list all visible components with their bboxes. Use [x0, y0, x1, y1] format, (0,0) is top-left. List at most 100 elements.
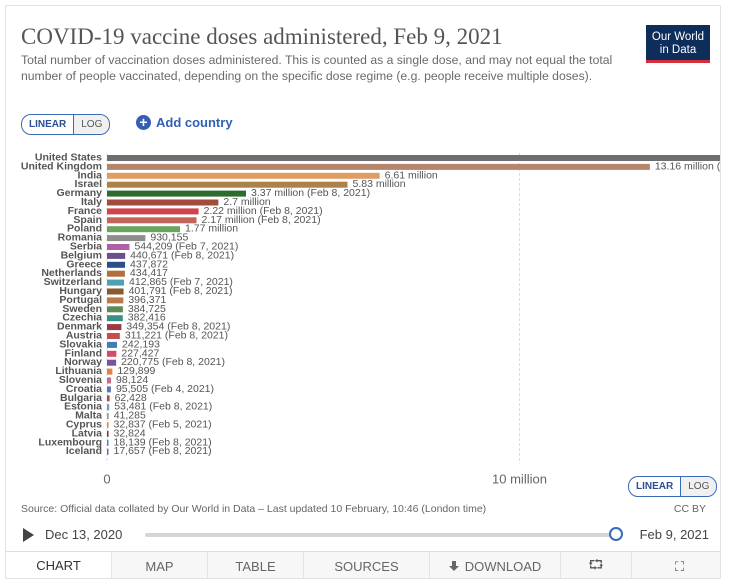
x-tick-label: 10 million [492, 472, 547, 486]
scale-toggle-top[interactable]: LINEAR LOG [21, 114, 111, 135]
category-label: Spain [73, 214, 102, 226]
scale-toggle-bottom[interactable]: LINEAR LOG [628, 476, 718, 497]
value-label: 2.17 million (Feb 8, 2021) [202, 214, 321, 226]
value-label: 440,671 (Feb 8, 2021) [130, 249, 234, 261]
bar [107, 252, 126, 259]
bar [107, 172, 380, 179]
bar [107, 368, 113, 375]
bar [107, 208, 199, 215]
category-label: Slovakia [59, 338, 102, 350]
category-label: Romania [58, 232, 103, 244]
chart-title: COVID-19 vaccine doses administered, Feb… [21, 24, 503, 49]
bar [107, 315, 123, 322]
category-label: United States [35, 152, 102, 164]
license-link[interactable]: CC BY [673, 503, 706, 515]
category-label: Greece [66, 258, 102, 270]
logo-line-1: Our World [651, 31, 705, 43]
category-label: Netherlands [41, 267, 102, 279]
bar [107, 350, 117, 357]
bar [107, 244, 130, 250]
fullscreen-button[interactable]: ⛶ [632, 552, 720, 578]
tab-download[interactable]: DOWNLOAD [430, 552, 561, 578]
value-label: 17,657 (Feb 8, 2021) [114, 445, 212, 457]
value-label: 384,725 [128, 303, 166, 315]
category-label: France [68, 205, 103, 217]
category-label: Luxembourg [38, 436, 102, 448]
category-label: Poland [67, 223, 102, 235]
bar [107, 359, 117, 366]
category-label: Finland [65, 347, 102, 359]
log-scale-button-bottom[interactable]: LOG [681, 477, 717, 496]
category-label: Norway [64, 356, 102, 368]
category-label: Denmark [57, 321, 102, 333]
value-label: 396,371 [128, 294, 166, 306]
bar [107, 199, 219, 206]
x-tick-label: 0 [103, 472, 110, 486]
share-icon: ⮔ [588, 556, 604, 572]
category-label: Iceland [66, 445, 102, 457]
value-label: 412,865 (Feb 7, 2021) [129, 276, 233, 288]
chart-card: COVID-19 vaccine doses administered, Feb… [5, 5, 721, 579]
category-label: Hungary [59, 285, 102, 297]
bar [107, 395, 110, 402]
category-label: Italy [81, 196, 102, 208]
bar [107, 279, 125, 286]
bar [107, 306, 123, 313]
share-button[interactable]: ⮔ [561, 552, 632, 578]
tab-bar: CHART MAP TABLE SOURCES DOWNLOAD ⮔ ⛶ [6, 551, 720, 578]
value-label: 18,139 (Feb 8, 2021) [114, 436, 212, 448]
value-label: 544,209 (Feb 7, 2021) [134, 241, 238, 253]
linear-scale-button[interactable]: LINEAR [22, 115, 75, 134]
value-label: 32,837 (Feb 5, 2021) [114, 419, 212, 431]
value-label: 5.83 million [352, 178, 405, 190]
log-scale-button[interactable]: LOG [74, 115, 110, 134]
category-label: Germany [56, 187, 102, 199]
source-note: Source: Official data collated by Our Wo… [21, 503, 487, 515]
value-label: 930,155 [150, 232, 188, 244]
value-label: 53,481 (Feb 8, 2021) [114, 401, 212, 413]
timeline-track[interactable] [145, 533, 617, 537]
add-country-button[interactable]: + Add country [136, 115, 233, 130]
bar [107, 288, 124, 295]
value-label: 2.22 million (Feb 8, 2021) [204, 205, 323, 217]
play-icon[interactable] [23, 528, 34, 542]
timeline: Dec 13, 2020 Feb 9, 2021 [21, 523, 711, 545]
value-label: 349,354 (Feb 8, 2021) [126, 321, 230, 333]
category-label: Switzerland [44, 276, 102, 288]
bar [107, 217, 197, 224]
expand-icon: ⛶ [674, 558, 685, 574]
timeline-handle[interactable] [609, 527, 623, 541]
tab-chart[interactable]: CHART [6, 552, 112, 578]
tab-table[interactable]: TABLE [208, 552, 304, 578]
bar [107, 386, 111, 393]
value-label: 13.16 million (Feb 8, 2021) [655, 160, 721, 172]
bar [107, 341, 117, 348]
category-label: Latvia [72, 427, 103, 439]
tab-sources[interactable]: SOURCES [304, 552, 430, 578]
value-label: 401,791 (Feb 8, 2021) [129, 285, 233, 297]
value-label: 242,193 [122, 338, 160, 350]
owid-logo[interactable]: Our World in Data [646, 25, 710, 63]
category-label: United Kingdom [21, 160, 102, 172]
category-label: Bulgaria [60, 392, 102, 404]
value-label: 62,428 [115, 392, 147, 404]
linear-scale-button-bottom[interactable]: LINEAR [629, 477, 682, 496]
timeline-end-date: Feb 9, 2021 [639, 527, 709, 542]
category-label: Czechia [62, 312, 102, 324]
bar [107, 297, 124, 304]
bar [107, 235, 146, 242]
value-label: 6.61 million [385, 169, 438, 181]
logo-line-2: in Data [659, 44, 697, 56]
bar [107, 155, 720, 161]
bar [107, 404, 110, 411]
value-label: 129,899 [117, 365, 155, 377]
bar [107, 377, 112, 384]
bar [107, 439, 109, 446]
bar [107, 270, 125, 277]
bar [107, 422, 109, 428]
category-label: Croatia [66, 383, 102, 395]
tab-map[interactable]: MAP [112, 552, 208, 578]
bar [107, 413, 109, 420]
value-label: 32,824 [114, 427, 146, 439]
plus-icon: + [136, 115, 151, 130]
